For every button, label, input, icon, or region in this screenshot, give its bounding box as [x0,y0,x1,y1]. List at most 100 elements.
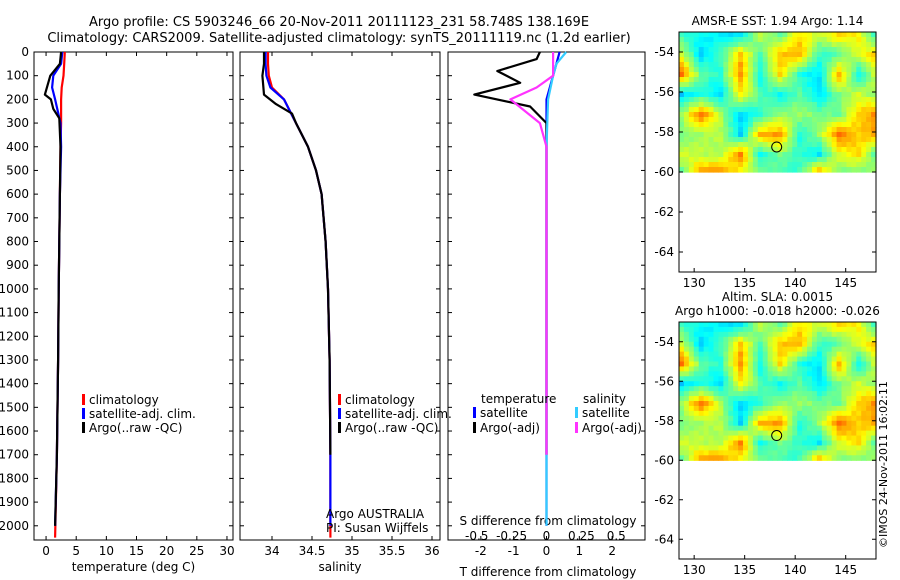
heatmap-cell [757,361,764,368]
heatmap-cell [792,52,798,58]
heatmap-cell [777,37,784,43]
heatmap-cell [841,326,848,333]
heatmap-cell [836,326,843,333]
heatmap-cell [816,67,823,73]
heatmap-cell [856,322,862,328]
heatmap-cell [762,410,769,417]
heatmap-cell [861,67,867,73]
heatmap-cell [777,82,784,88]
heatmap-cell [787,326,793,333]
heatmap-cell [792,57,798,63]
heatmap-cell [688,142,695,148]
heatmap-cell [733,67,739,73]
heatmap-cell [713,147,719,153]
s-tick-label: -0.25 [496,529,527,543]
heatmap-cell [757,122,764,128]
heatmap-cell [851,326,857,333]
heatmap-cell [679,137,685,143]
heatmap-cell [792,67,798,73]
heatmap-cell [807,331,813,338]
heatmap-cell [841,381,848,387]
heatmap-cell [816,391,823,397]
heatmap-cell [693,132,700,138]
heatmap-cell [738,42,744,48]
heatmap-cell [752,455,759,461]
heatmap-cell [871,405,877,412]
heatmap-cell [782,107,788,113]
x-tick-label: 10 [99,544,114,558]
heatmap-cell [846,376,852,382]
heatmap-cell [698,410,705,417]
heatmap-cell [718,450,724,456]
heatmap-cell [698,97,705,103]
lat-tick-label: -62 [654,493,674,507]
heatmap-cell [826,440,833,447]
heatmap-cell [856,371,862,377]
heatmap-cell [821,152,828,158]
heatmap-cell [836,147,843,153]
heatmap-cell [826,127,833,133]
heatmap-cell [871,82,877,88]
heatmap-cell [698,57,705,63]
heatmap-cell [772,47,779,53]
heatmap-cell [871,37,877,43]
heatmap-cell [752,102,759,108]
heatmap-cell [713,122,719,128]
heatmap-cell [683,122,690,128]
heatmap-cell [861,371,867,377]
heatmap-cell [846,67,852,73]
heatmap-cell [703,415,710,422]
heatmap-cell [723,376,729,382]
heatmap-cell [767,450,774,456]
heatmap-cell [787,42,793,48]
heatmap-cell [802,142,808,148]
heatmap-cell [723,356,729,363]
heatmap-cell [856,445,862,451]
heatmap-cell [836,415,843,422]
legend-label: climatology [89,393,159,407]
heatmap-cell [831,361,838,368]
heatmap-cell [708,391,715,397]
heatmap-cell [718,425,724,432]
lon-tick-label: 135 [733,276,756,290]
heatmap-cell [752,162,759,168]
heatmap-cell [733,37,739,43]
heatmap-cell [782,42,788,48]
heatmap-cell [743,445,749,451]
heatmap-cell [826,142,833,148]
heatmap-cell [728,455,734,461]
heatmap-cell [871,435,877,442]
heatmap-cell [767,445,774,451]
heatmap-cell [683,410,690,417]
heatmap-cell [802,361,808,368]
heatmap-cell [728,450,734,456]
heatmap-cell [767,167,774,173]
heatmap-cell [772,87,779,93]
argo-line [261,52,332,455]
heatmap-cell [757,87,764,93]
heatmap-cell [762,440,769,447]
heatmap-cell [752,326,759,333]
heatmap-cell [757,322,764,328]
heatmap-cell [866,102,872,108]
heatmap-cell [708,92,715,98]
heatmap-cell [723,107,729,113]
heatmap-cell [856,341,862,348]
heatmap-cell [856,425,862,432]
heatmap-cell [718,142,724,148]
heatmap-cell [738,112,744,118]
heatmap-cell [851,97,857,103]
heatmap-cell [807,381,813,387]
heatmap-cell [703,122,710,128]
heatmap-cell [861,386,867,392]
heatmap-cell [871,351,877,358]
heatmap-cell [733,132,739,138]
heatmap-cell [752,331,759,338]
y-tick-label: 100 [6,69,29,83]
heatmap-cell [747,167,754,173]
heatmap-cell [831,351,838,358]
heatmap-cell [752,346,759,353]
heatmap-cell [767,122,774,128]
heatmap-cell [752,117,759,123]
heatmap-cell [861,381,867,387]
